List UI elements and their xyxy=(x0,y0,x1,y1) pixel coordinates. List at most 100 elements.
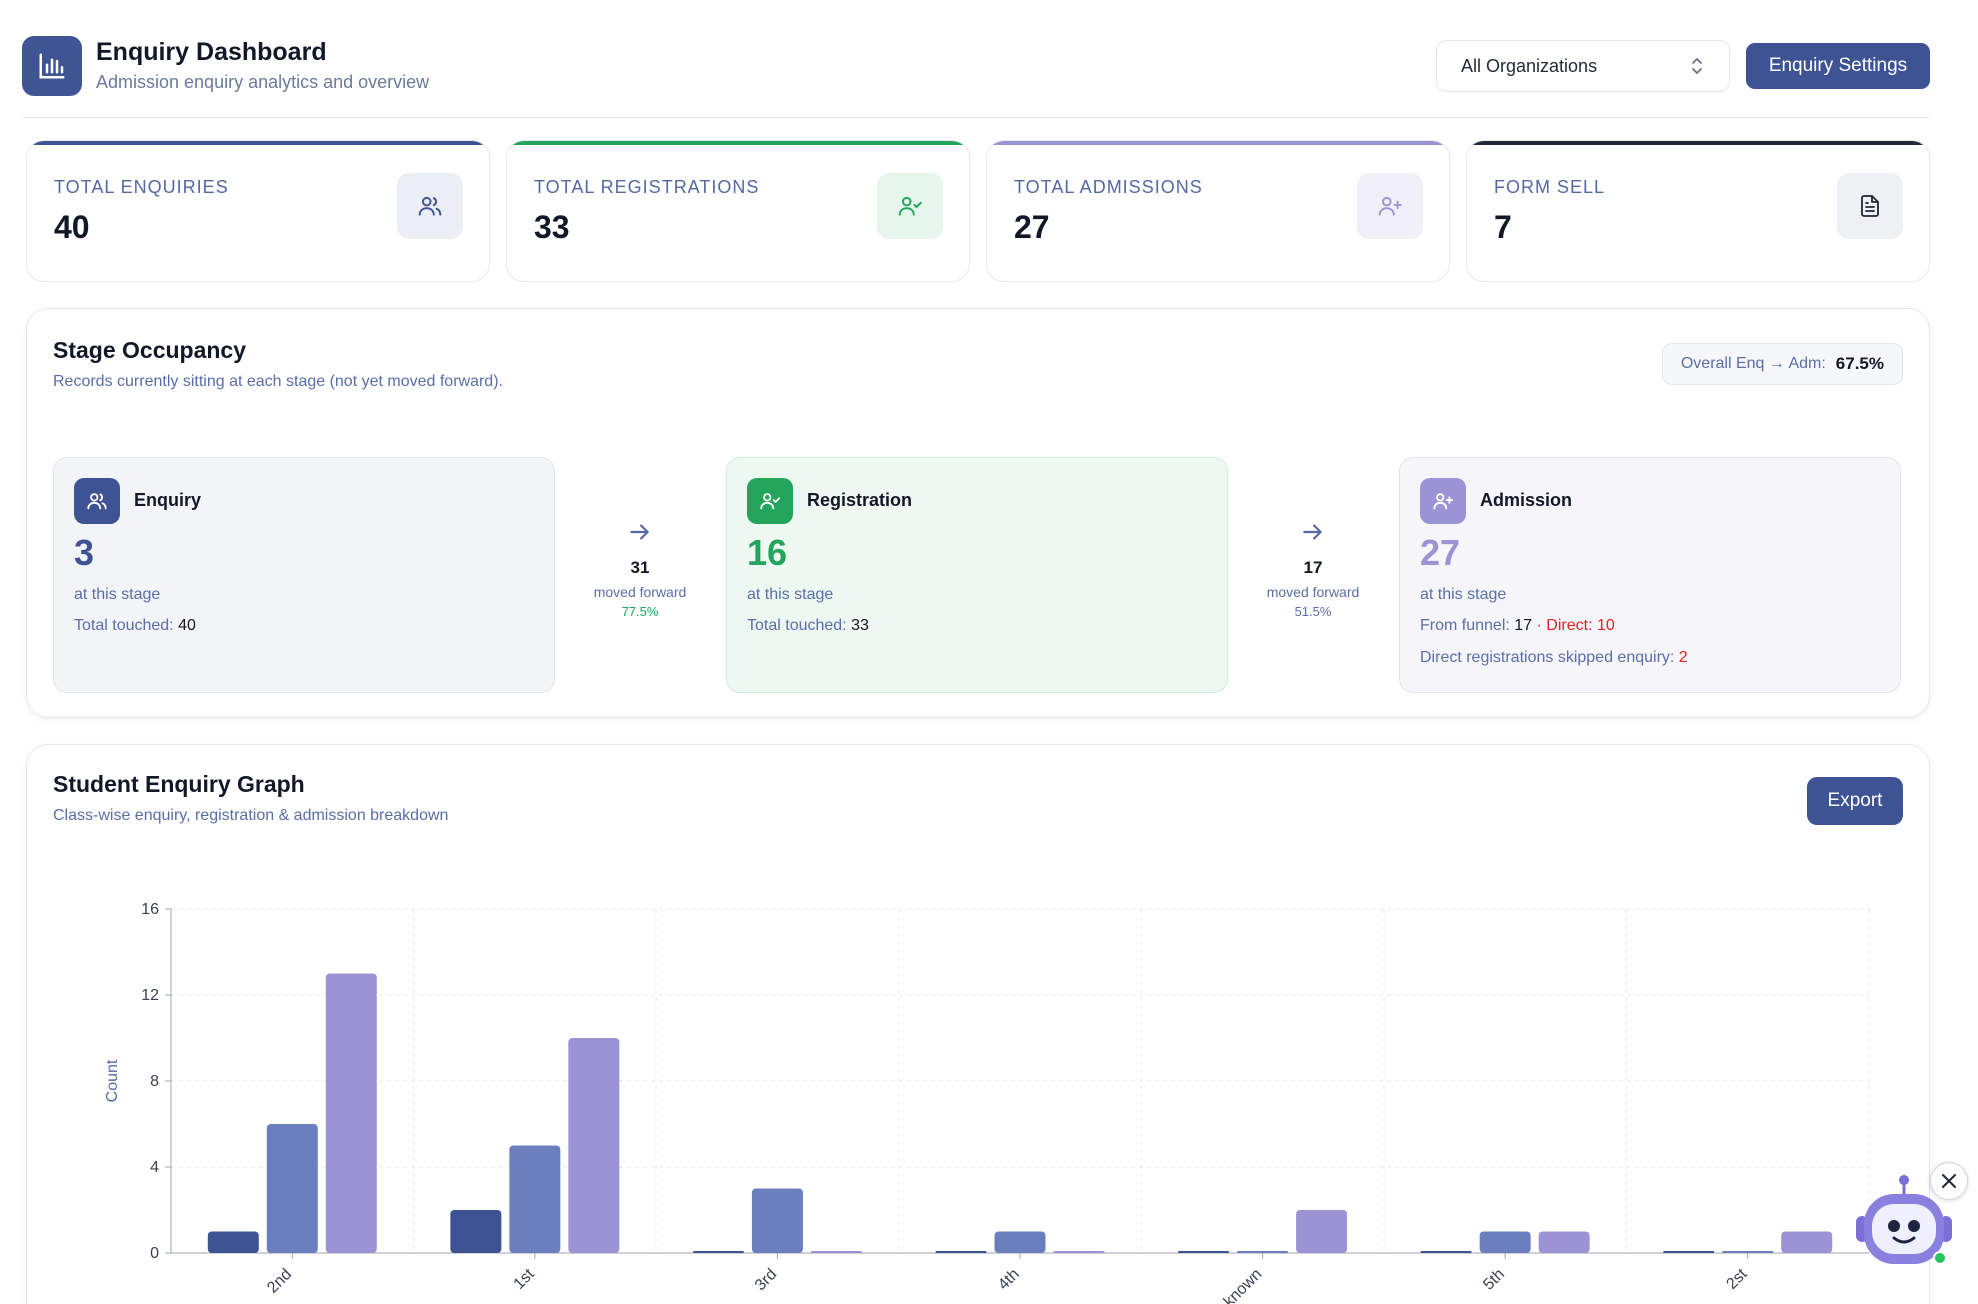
stage-card-admission: Admission 27 at this stage From funnel: … xyxy=(1399,457,1901,693)
chart-bar xyxy=(751,1188,803,1253)
stat-card-total-registrations: TOTAL REGISTRATIONS 33 xyxy=(506,140,970,282)
y-tick-label: 0 xyxy=(150,1245,159,1262)
skipped-value: 2 xyxy=(1678,649,1688,666)
stage-skipped: Direct registrations skipped enquiry: 2 xyxy=(1420,649,1688,667)
user-plus-icon xyxy=(1357,173,1423,239)
flow-count: 17 xyxy=(1303,558,1323,577)
stat-label: FORM SELL xyxy=(1494,177,1606,197)
chart-bar xyxy=(1296,1210,1348,1253)
stage-touched: Total touched: 40 xyxy=(74,617,196,635)
student-enquiry-graph-panel: Student Enquiry Graph Class-wise enquiry… xyxy=(26,744,1930,1304)
stat-card-total-enquiries: TOTAL ENQUIRIES 40 xyxy=(26,140,490,282)
x-tick-label: 2st xyxy=(1723,1265,1751,1293)
close-icon[interactable] xyxy=(1930,1162,1968,1200)
panel-title: Stage Occupancy xyxy=(53,337,247,363)
x-tick-label: 5th xyxy=(1480,1266,1508,1294)
stat-value: 27 xyxy=(1014,209,1050,245)
stage-count: 16 xyxy=(747,532,788,573)
stat-value: 7 xyxy=(1494,209,1512,245)
stat-card-total-admissions: TOTAL ADMISSIONS 27 xyxy=(986,140,1450,282)
x-tick-label: 3rd xyxy=(752,1266,780,1294)
stage-name: Enquiry xyxy=(134,490,202,510)
overall-ratio-badge: Overall Enq → Adm: 67.5% xyxy=(1661,343,1903,385)
direct-label: · Direct: xyxy=(1536,617,1593,634)
ratio-label: Overall Enq → Adm: xyxy=(1680,355,1826,372)
x-tick-label: 1st xyxy=(511,1265,539,1293)
chart-bar xyxy=(568,1038,620,1253)
flow-text: moved forward xyxy=(593,584,687,600)
export-button[interactable]: Export xyxy=(1807,777,1903,825)
organization-select-value: All Organizations xyxy=(1461,55,1598,76)
stat-label: TOTAL REGISTRATIONS xyxy=(534,177,760,197)
user-plus-icon xyxy=(1420,478,1466,524)
enquiry-settings-button[interactable]: Enquiry Settings xyxy=(1746,43,1930,89)
stat-card-accent xyxy=(987,141,1449,145)
robot-icon xyxy=(1856,1175,1952,1265)
chart-bar xyxy=(509,1145,561,1253)
flow-percent: 77.5% xyxy=(621,604,659,619)
chart-bar xyxy=(1479,1231,1531,1253)
chart-bar xyxy=(266,1124,318,1253)
organization-select[interactable]: All Organizations xyxy=(1436,40,1730,92)
user-check-icon xyxy=(877,173,943,239)
chart-bar xyxy=(1722,1251,1774,1253)
page-title: Enquiry Dashboard xyxy=(96,38,327,66)
stage-count: 27 xyxy=(1420,532,1461,573)
chart-bar xyxy=(1538,1231,1590,1253)
chatbot-launcher[interactable] xyxy=(1852,1172,1956,1276)
stat-label: TOTAL ADMISSIONS xyxy=(1014,177,1203,197)
funnel-value: 17 xyxy=(1514,617,1533,634)
y-tick-label: 4 xyxy=(150,1159,159,1176)
panel-title: Student Enquiry Graph xyxy=(53,771,305,797)
document-icon xyxy=(1837,173,1903,239)
panel-subtitle: Class-wise enquiry, registration & admis… xyxy=(53,807,449,824)
touched-value: 33 xyxy=(851,617,869,634)
arrow-right-icon xyxy=(1303,524,1322,540)
stage-card-registration: Registration 16 at this stage Total touc… xyxy=(726,457,1228,693)
chart-bar xyxy=(692,1251,744,1253)
chart-bar xyxy=(935,1251,987,1253)
skipped-label: Direct registrations skipped enquiry: xyxy=(1420,649,1675,666)
x-tick-label: known xyxy=(1221,1266,1266,1304)
chart-bar xyxy=(994,1231,1046,1253)
x-tick-label: 4th xyxy=(995,1266,1023,1294)
user-check-icon xyxy=(747,478,793,524)
ratio-value: 67.5% xyxy=(1835,354,1884,373)
chart-bar xyxy=(1663,1251,1715,1253)
x-tick-label: 2nd xyxy=(264,1266,295,1297)
bar-chart-icon xyxy=(22,36,82,96)
users-icon xyxy=(74,478,120,524)
touched-label: Total touched: xyxy=(74,617,174,634)
stage-count: 3 xyxy=(74,532,95,573)
stage-funnel-breakdown: From funnel: 17 · Direct: 10 xyxy=(1420,617,1615,635)
flow-count: 31 xyxy=(630,558,650,577)
stat-card-form-sell: FORM SELL 7 xyxy=(1466,140,1930,282)
stat-card-accent xyxy=(27,141,489,145)
flow-registration-to-admission: 17 moved forward 51.5% xyxy=(1258,519,1368,619)
stat-label: TOTAL ENQUIRIES xyxy=(54,177,229,197)
y-tick-label: 12 xyxy=(141,987,159,1004)
chart-bar xyxy=(1781,1231,1833,1253)
funnel-label: From funnel: xyxy=(1420,617,1510,634)
y-tick-label: 16 xyxy=(141,901,159,918)
student-enquiry-bar-chart: Count 0 4 8 12 16 2nd 1st 3rd 4th known 5th 2st xyxy=(104,901,1870,1304)
page-subtitle: Admission enquiry analytics and overview xyxy=(96,72,430,92)
stage-card-enquiry: Enquiry 3 at this stage Total touched: 4… xyxy=(53,457,555,693)
stat-card-accent xyxy=(507,141,969,145)
stat-value: 33 xyxy=(534,209,570,245)
flow-percent: 51.5% xyxy=(1294,604,1332,619)
stage-caption: at this stage xyxy=(1420,586,1507,603)
stage-caption: at this stage xyxy=(74,586,161,603)
direct-value: 10 xyxy=(1596,617,1615,634)
stage-name: Admission xyxy=(1480,490,1573,510)
chart-bar xyxy=(1420,1251,1472,1253)
chart-bar xyxy=(1237,1251,1289,1253)
stage-touched: Total touched: 33 xyxy=(747,617,869,635)
chart-bar xyxy=(1053,1251,1105,1253)
stage-caption: at this stage xyxy=(747,586,834,603)
chart-bar xyxy=(810,1251,862,1253)
chart-bar xyxy=(1178,1251,1230,1253)
stat-card-accent xyxy=(1467,141,1929,145)
chart-bar xyxy=(450,1210,502,1253)
